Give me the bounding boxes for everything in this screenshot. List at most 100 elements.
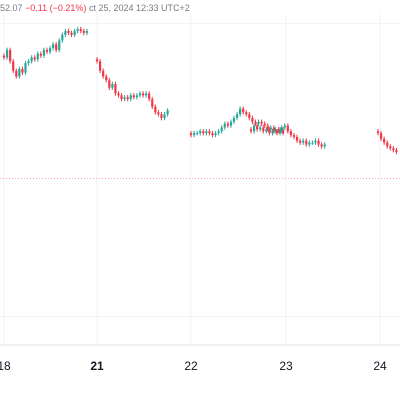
candle-body <box>251 118 254 122</box>
candle-body <box>223 123 226 128</box>
candle-body <box>114 83 117 94</box>
candle-body <box>132 95 135 98</box>
candle-body <box>126 97 129 100</box>
candle-body <box>292 135 296 137</box>
candle-body <box>235 114 239 119</box>
candle-body <box>220 127 223 132</box>
candle-body <box>163 114 166 119</box>
candle-body <box>275 131 279 134</box>
candle-body <box>27 61 30 64</box>
candle-body <box>257 121 260 124</box>
x-tick-label: 21 <box>90 359 104 373</box>
candle-body <box>111 83 114 88</box>
candle-body <box>295 136 299 141</box>
candle-body <box>283 125 286 128</box>
candle-body <box>386 142 389 147</box>
candle-body <box>39 53 42 56</box>
candle-body <box>242 108 245 113</box>
candle-body <box>48 48 52 52</box>
candle-body <box>214 133 217 136</box>
candle-body <box>265 129 268 132</box>
candle-body <box>160 114 163 119</box>
candle-body <box>15 70 18 77</box>
candle-body <box>42 49 46 56</box>
candle-body <box>217 131 220 134</box>
x-tick-label: 24 <box>373 359 387 373</box>
candle-body <box>67 31 70 33</box>
candle-body <box>151 99 154 107</box>
candle-body <box>79 29 82 32</box>
candle-body <box>263 123 266 126</box>
candle-body <box>98 61 102 71</box>
candle-body <box>12 61 15 71</box>
candle-body <box>305 140 308 145</box>
candle-body <box>208 131 211 134</box>
candle-body <box>314 140 317 143</box>
candle-body <box>277 129 280 132</box>
candle-body <box>262 127 265 132</box>
candle-body <box>302 140 305 143</box>
candle-body <box>55 44 58 50</box>
candle-body <box>192 133 196 136</box>
candle-body <box>252 125 256 132</box>
candle-body <box>226 123 229 126</box>
candle-body <box>2 55 6 58</box>
candle-body <box>82 31 85 33</box>
candle-body <box>166 110 169 115</box>
candle-body <box>154 106 157 113</box>
header-price: 52.07 <box>0 3 23 13</box>
candle-body <box>379 133 383 139</box>
candle-body <box>268 129 271 134</box>
candle-body <box>108 80 111 88</box>
candle-body <box>73 31 76 35</box>
candle-body <box>395 150 398 153</box>
candle-body <box>135 95 139 98</box>
grid <box>0 14 400 346</box>
candle-body <box>205 131 208 134</box>
candle-body <box>254 121 257 124</box>
candle-body <box>239 108 242 115</box>
x-tick-label: 22 <box>184 359 198 373</box>
candle-body <box>105 76 108 81</box>
candle-body <box>389 146 392 149</box>
candle-body <box>245 112 248 115</box>
candle-body <box>76 29 79 32</box>
candle-body <box>95 59 99 62</box>
header-datetime: ct 25, 2024 12:33 UTC+2 <box>88 3 190 13</box>
x-tick-label: 23 <box>279 359 293 373</box>
candle-body <box>299 140 302 143</box>
candle-body <box>256 125 259 130</box>
candle-body <box>117 93 120 96</box>
candle-body <box>383 138 386 143</box>
candle-body <box>260 121 263 124</box>
candle-body <box>9 49 12 62</box>
candle-body <box>102 70 105 77</box>
candle-body <box>248 114 251 119</box>
candle-body <box>85 31 88 33</box>
candle-body <box>274 129 277 132</box>
candle-body <box>259 127 262 130</box>
candle-body <box>5 49 9 58</box>
candle-body <box>280 127 283 132</box>
candle-body <box>148 93 151 100</box>
candle-body <box>30 57 33 62</box>
candle-body <box>157 112 160 115</box>
candle-body <box>289 131 293 136</box>
candle-body <box>308 142 311 145</box>
candle-body <box>33 57 36 60</box>
candle-body <box>64 31 67 35</box>
candle-body <box>129 95 132 100</box>
candle-body <box>317 140 320 145</box>
candle-body <box>21 68 24 73</box>
x-tick-label: 18 <box>0 359 11 373</box>
candle-body <box>138 93 142 96</box>
candle-body <box>24 63 27 73</box>
candles <box>2 26 398 155</box>
candle-body <box>272 127 275 132</box>
candle-body <box>249 129 253 132</box>
candle-body <box>266 125 269 130</box>
candle-body <box>271 131 274 134</box>
price-header: 52.07 −0.11 (−0.21%) ct 25, 2024 12:33 U… <box>0 3 190 13</box>
